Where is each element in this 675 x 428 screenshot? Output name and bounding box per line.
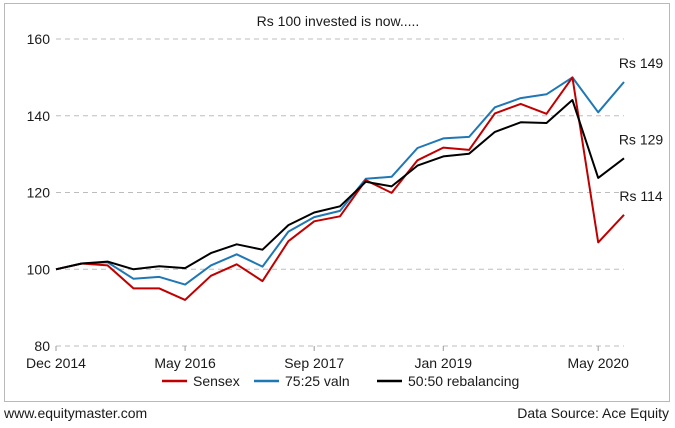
- chart-frame: Rs 100 invested is now..... 80 100 120 140 1…: [4, 3, 670, 402]
- x-tick-label: Jan 2019: [414, 355, 472, 371]
- series-line-0: [55, 76, 625, 301]
- end-label: Rs 129: [619, 131, 664, 147]
- legend-label: 75:25 valn: [285, 373, 350, 389]
- series-line-2: [55, 99, 625, 271]
- y-tick-label: 140: [27, 108, 51, 124]
- x-tick-label: Dec 2014: [26, 355, 86, 371]
- legend: Sensex 75:25 valn 50:50 rebalancing: [162, 373, 519, 389]
- y-tick-label: 160: [27, 31, 51, 47]
- chart-title: Rs 100 invested is now.....: [257, 13, 420, 29]
- footer-website: www.equitymaster.com: [4, 405, 148, 421]
- gridlines: [56, 38, 624, 347]
- x-tick-label: May 2020: [567, 355, 629, 371]
- end-label: Rs 114: [619, 188, 663, 204]
- end-labels: Rs 114 Rs 149 Rs 129: [619, 55, 664, 204]
- end-label: Rs 149: [619, 55, 664, 71]
- legend-label: 50:50 rebalancing: [408, 373, 519, 389]
- y-tick-label: 120: [27, 185, 51, 201]
- x-tick-label: Sep 2017: [284, 355, 344, 371]
- y-axis: 80 100 120 140 160: [27, 31, 51, 354]
- x-axis: Dec 2014 May 2016 Sep 2017 Jan 2019 May 2020: [26, 346, 629, 371]
- y-tick-label: 80: [34, 338, 50, 354]
- line-chart: Rs 100 invested is now..... 80 100 120 140 1…: [26, 13, 664, 389]
- series-lines: [55, 76, 625, 301]
- y-tick-label: 100: [27, 261, 51, 277]
- x-tick-label: May 2016: [154, 355, 216, 371]
- series-line-1: [55, 76, 625, 286]
- footer-source: Data Source: Ace Equity: [517, 405, 669, 421]
- legend-label: Sensex: [193, 373, 240, 389]
